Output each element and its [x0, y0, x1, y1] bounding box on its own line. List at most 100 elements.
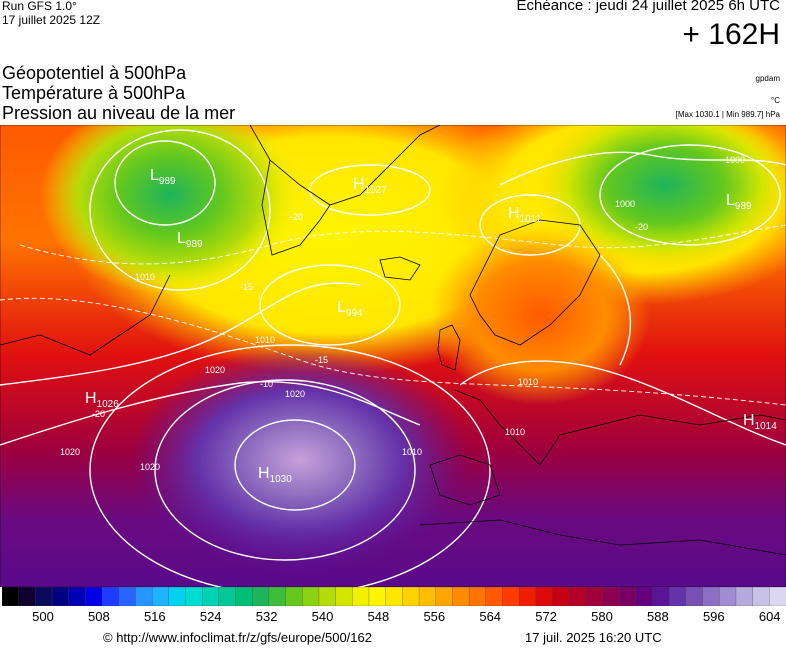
colorbar-swatch	[702, 587, 720, 606]
isobar-contour	[599, 144, 781, 246]
isobar-label: 1020	[140, 462, 160, 472]
colorbar	[2, 587, 786, 606]
colorbar-tick-label: 604	[758, 609, 781, 624]
coastline-africa	[419, 519, 786, 556]
temperature-label: -20	[290, 212, 303, 222]
temperature-contour	[19, 224, 786, 265]
colorbar-tick-label: 572	[535, 609, 557, 624]
isobar-label: 1020	[60, 447, 80, 457]
isobar-contour	[0, 282, 361, 386]
colorbar-swatch	[318, 587, 337, 606]
colorbar-swatch	[602, 587, 620, 606]
coastline-greenland	[249, 125, 441, 206]
isobar-label: 1010	[518, 377, 538, 387]
colorbar-tick-label: 524	[199, 609, 222, 624]
lead-time: + 162H	[682, 18, 780, 51]
colorbar-swatch	[185, 587, 203, 606]
colorbar-swatch	[35, 587, 53, 606]
temperature-label: -15	[315, 355, 328, 365]
colorbar-tick-label: 580	[591, 609, 613, 624]
isobar-contour	[599, 254, 632, 366]
colorbar-swatch	[352, 587, 370, 606]
colorbar-swatch	[652, 587, 670, 606]
colorbar-swatch	[302, 587, 320, 606]
colorbar-swatch	[168, 587, 187, 606]
isobar-contour	[154, 379, 416, 561]
colorbar-tick-label: 596	[702, 609, 725, 624]
colorbar-swatch	[218, 587, 237, 606]
colorbar-swatch	[202, 587, 220, 606]
coastline-greenland	[261, 159, 331, 256]
colorbar-swatch	[552, 587, 570, 606]
weather-map: L989L989H1027H1011L989L994H1026H1030H101…	[0, 125, 786, 587]
colorbar-swatch	[452, 587, 470, 606]
colorbar-tick-label: 588	[647, 609, 669, 624]
colorbar-swatch	[85, 587, 103, 606]
colorbar-ticks: 500 508 516 524 532 540 548 556 564 572 580 588 596 6…	[0, 609, 786, 625]
colorbar-swatch	[502, 587, 520, 606]
isobar-label: 1010	[255, 335, 275, 345]
colorbar-swatch	[569, 587, 587, 606]
run-label: Run GFS 1.0°	[2, 0, 77, 13]
colorbar-tick-label: 548	[367, 609, 390, 624]
colorbar-swatch	[252, 587, 270, 606]
colorbar-swatch	[735, 587, 754, 606]
coastline-europe	[454, 389, 786, 466]
run-date: 17 juillet 2025 12Z	[2, 13, 101, 27]
isobar-label: 1020	[205, 365, 225, 375]
colorbar-swatch	[268, 587, 287, 606]
colorbar-tick-label: 500	[32, 609, 54, 624]
colorbar-swatch	[719, 587, 737, 606]
colorbar-swatch	[118, 587, 136, 606]
temperature-label: -15	[240, 282, 253, 292]
title-pressure: Pression au niveau de la mer	[2, 103, 236, 123]
colorbar-swatch	[18, 587, 36, 606]
isobar-contour	[114, 140, 216, 226]
colorbar-swatch	[685, 587, 704, 606]
coastline-canada	[0, 274, 171, 356]
colorbar-swatch	[368, 587, 387, 606]
colorbar-tick-label: 556	[423, 609, 446, 624]
isobar-label: 1000	[615, 199, 635, 209]
title-geopotential: Géopotentiel à 500hPa	[2, 63, 187, 83]
colorbar-swatch	[468, 587, 487, 606]
colorbar-tick-label: 532	[255, 609, 278, 624]
isobar-contour	[309, 164, 431, 216]
isobar-contour	[0, 381, 421, 446]
coastline-iceland	[379, 256, 421, 281]
colorbar-swatch	[518, 587, 537, 606]
temperature-label: -10	[260, 379, 273, 389]
colorbar-tick-label: 516	[143, 609, 166, 624]
colorbar-swatch	[535, 587, 554, 606]
colorbar-swatch	[669, 587, 687, 606]
isobar-label: 1000	[725, 155, 745, 165]
colorbar-swatch	[335, 587, 353, 606]
temperature-label: -20	[92, 409, 105, 419]
isobar-contour	[259, 264, 401, 346]
isobar-label: 1020	[285, 389, 305, 399]
generation-time: 17 juil. 2025 16:20 UTC	[525, 630, 662, 645]
colorbar-swatch	[585, 587, 604, 606]
colorbar-swatch	[51, 587, 70, 606]
colorbar-swatch	[235, 587, 253, 606]
colorbar-swatch	[402, 587, 420, 606]
title-temperature: Température à 500hPa	[2, 83, 186, 103]
isobar-label: 1010	[505, 427, 525, 437]
isobar-label: 1010	[402, 447, 422, 457]
colorbar-swatch	[2, 587, 20, 606]
unit-geopotential: gpdam	[755, 74, 780, 83]
colorbar-tick-label: 564	[479, 609, 502, 624]
colorbar-swatch	[619, 587, 637, 606]
colorbar-tick-label: 540	[311, 609, 334, 624]
colorbar-swatch	[385, 587, 403, 606]
copyright: © http://www.infoclimat.fr/z/gfs/europe/…	[103, 630, 372, 645]
coastline-iberia	[429, 454, 501, 506]
colorbar-swatch	[151, 587, 170, 606]
colorbar-swatch	[418, 587, 437, 606]
temperature-contour	[0, 297, 786, 406]
colorbar-swatch	[101, 587, 120, 606]
temperature-label: -20	[635, 222, 648, 232]
colorbar-swatch	[485, 587, 503, 606]
colorbar-swatch	[769, 587, 786, 606]
isobar-label: 1010	[135, 272, 155, 282]
